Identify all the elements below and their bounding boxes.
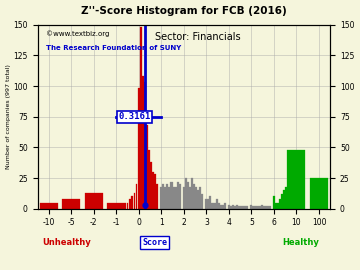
Bar bbox=[283, 190, 285, 209]
Bar bbox=[146, 125, 148, 209]
Bar bbox=[261, 205, 262, 209]
Bar bbox=[217, 202, 220, 209]
Bar bbox=[154, 174, 156, 209]
Bar bbox=[150, 162, 152, 209]
Bar bbox=[222, 205, 224, 209]
Bar bbox=[255, 206, 256, 209]
Bar bbox=[262, 206, 265, 209]
Bar bbox=[279, 199, 281, 209]
Bar bbox=[211, 202, 213, 209]
Bar bbox=[193, 184, 195, 209]
Bar bbox=[258, 206, 261, 209]
Bar bbox=[156, 184, 158, 209]
Bar bbox=[122, 204, 124, 209]
Bar bbox=[160, 187, 162, 209]
Bar bbox=[210, 196, 211, 209]
Bar bbox=[242, 206, 244, 209]
Bar bbox=[107, 202, 125, 209]
Bar bbox=[136, 184, 138, 209]
Bar bbox=[267, 206, 269, 209]
Bar bbox=[172, 187, 175, 209]
Bar bbox=[40, 202, 58, 209]
Bar bbox=[62, 199, 80, 209]
Text: Healthy: Healthy bbox=[283, 238, 319, 247]
Bar bbox=[140, 27, 142, 209]
Bar bbox=[131, 196, 133, 209]
Bar bbox=[191, 178, 193, 209]
Bar bbox=[166, 184, 168, 209]
Bar bbox=[224, 202, 226, 209]
Bar bbox=[148, 150, 150, 209]
Title: Z''-Score Histogram for FCB (2016): Z''-Score Histogram for FCB (2016) bbox=[81, 6, 287, 16]
Bar bbox=[236, 205, 238, 209]
Bar bbox=[230, 206, 232, 209]
Bar bbox=[275, 202, 277, 209]
Bar bbox=[197, 190, 199, 209]
Bar bbox=[185, 178, 187, 209]
Bar bbox=[251, 205, 252, 209]
Text: Sector: Financials: Sector: Financials bbox=[155, 32, 241, 42]
Bar bbox=[187, 182, 189, 209]
Bar bbox=[220, 205, 222, 209]
Bar bbox=[168, 187, 171, 209]
Bar bbox=[234, 206, 236, 209]
Bar bbox=[165, 187, 166, 209]
Text: Score: Score bbox=[142, 238, 167, 247]
Bar bbox=[144, 82, 146, 209]
Bar bbox=[269, 206, 271, 209]
Bar bbox=[206, 199, 207, 209]
Bar bbox=[216, 199, 217, 209]
Bar bbox=[85, 193, 103, 209]
Bar bbox=[310, 178, 328, 209]
Bar bbox=[162, 184, 165, 209]
Bar bbox=[118, 205, 120, 209]
Bar bbox=[179, 184, 181, 209]
Bar bbox=[291, 184, 293, 209]
Bar bbox=[232, 205, 234, 209]
Bar bbox=[152, 172, 154, 209]
Text: The Research Foundation of SUNY: The Research Foundation of SUNY bbox=[46, 45, 181, 51]
Bar bbox=[252, 206, 255, 209]
Bar bbox=[142, 76, 144, 209]
Bar bbox=[289, 184, 291, 209]
Bar bbox=[189, 187, 191, 209]
Bar bbox=[265, 206, 267, 209]
Bar bbox=[273, 196, 275, 209]
Bar bbox=[285, 187, 287, 209]
Bar bbox=[175, 187, 176, 209]
Bar bbox=[228, 205, 230, 209]
Bar bbox=[277, 202, 279, 209]
Bar bbox=[138, 89, 140, 209]
Bar bbox=[287, 187, 289, 209]
Bar bbox=[120, 205, 122, 209]
Bar bbox=[240, 206, 242, 209]
Bar bbox=[183, 187, 185, 209]
Bar bbox=[287, 150, 305, 209]
Bar bbox=[213, 202, 216, 209]
Bar bbox=[176, 182, 179, 209]
Bar bbox=[207, 199, 210, 209]
Bar bbox=[134, 193, 135, 209]
Bar bbox=[246, 206, 248, 209]
Bar bbox=[281, 194, 283, 209]
Bar bbox=[195, 187, 197, 209]
Text: Unhealthy: Unhealthy bbox=[42, 238, 91, 247]
Text: 0.3161: 0.3161 bbox=[118, 112, 150, 121]
Bar bbox=[199, 187, 201, 209]
Bar bbox=[238, 206, 240, 209]
Bar bbox=[201, 194, 203, 209]
Bar bbox=[129, 199, 131, 209]
Bar bbox=[127, 202, 129, 209]
Text: ©www.textbiz.org: ©www.textbiz.org bbox=[46, 30, 110, 37]
Bar bbox=[256, 206, 258, 209]
Bar bbox=[244, 206, 246, 209]
Y-axis label: Number of companies (997 total): Number of companies (997 total) bbox=[5, 64, 10, 169]
Bar bbox=[125, 202, 126, 209]
Bar bbox=[171, 182, 172, 209]
